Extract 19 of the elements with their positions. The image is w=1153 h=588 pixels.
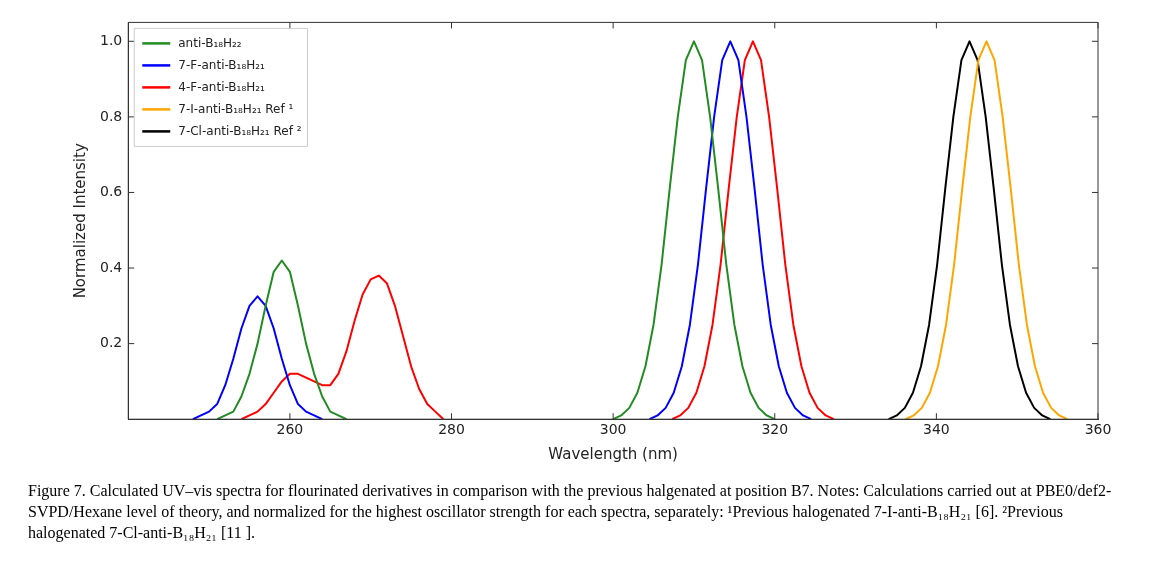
- x-tick-label: 260: [276, 421, 304, 438]
- y-tick-label: 0.2: [100, 334, 123, 351]
- y-tick-label: 1.0: [100, 31, 123, 48]
- caption: Figure 7. Calculated UV–vis spectra for flourinated derivatives in comparison with the previous halgenated at position B7. Notes: Calculations carried out at PBE0/def2-SVPD/Hexane level of theory, and normalized for the highest oscillator strength for each spectra, separately: ¹Previous halogenated 7-I-anti-B₁₈H₂₁ [6]. ²Previous halogenated 7-Cl-anti-B₁₈H₂₁ [11 ].: [28, 481, 1113, 543]
- x-tick-label: 300: [599, 421, 627, 438]
- y-tick-label: 0.4: [100, 258, 123, 275]
- legend-label: 7-Cl-anti-B₁₈H₂₁ Ref ²: [178, 123, 302, 138]
- legend-label: anti-B₁₈H₂₂: [178, 35, 242, 50]
- x-tick-label: 280: [438, 421, 465, 438]
- x-axis-title: Wavelength (nm): [548, 444, 678, 463]
- y-axis-title: Normalized Intensity: [70, 143, 89, 299]
- y-tick-label: 0.6: [100, 183, 123, 200]
- y-tick-label: 0.8: [100, 107, 123, 124]
- x-tick-label: 320: [761, 421, 789, 438]
- legend-label: 4-F-anti-B₁₈H₂₁: [178, 79, 266, 94]
- x-tick-label: 360: [1084, 421, 1112, 438]
- legend-label: 7-I-anti-B₁₈H₂₁ Ref ¹: [178, 101, 294, 116]
- x-tick-label: 340: [923, 421, 950, 438]
- legend-label: 7-F-anti-B₁₈H₂₁: [178, 57, 266, 72]
